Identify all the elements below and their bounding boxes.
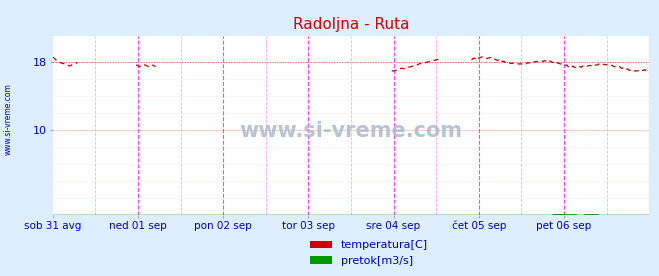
Title: Radoljna - Ruta: Radoljna - Ruta [293, 17, 409, 32]
Text: www.si-vreme.com: www.si-vreme.com [4, 83, 13, 155]
Text: www.si-vreme.com: www.si-vreme.com [239, 121, 463, 141]
Legend: temperatura[C], pretok[m3/s]: temperatura[C], pretok[m3/s] [306, 236, 432, 270]
